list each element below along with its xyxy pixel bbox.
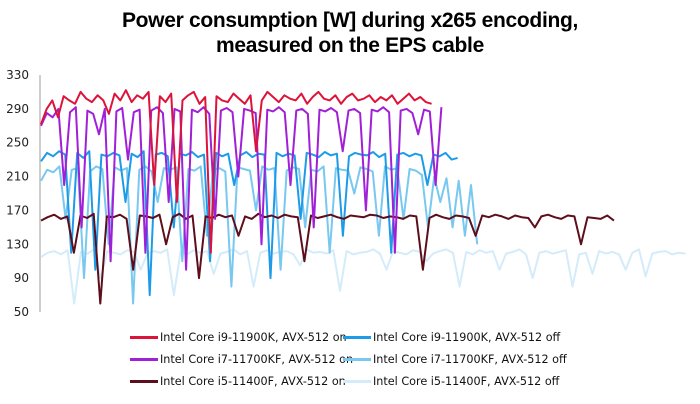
legend-item: Intel Core i5-11400F, AVX-512 off — [343, 372, 559, 390]
series-line-2 — [40, 150, 458, 297]
series-line-1 — [40, 106, 443, 271]
legend-label: Intel Core i5-11400F, AVX-512 on — [160, 374, 346, 388]
legend-swatch — [130, 335, 158, 339]
chart-title: Power consumption [W] during x265 encodi… — [0, 8, 700, 58]
y-axis-ticks: 50 90 130 170 210 250 290 330 — [6, 68, 29, 319]
series-line-5 — [40, 248, 686, 305]
chart-title-line-2: measured on the EPS cable — [216, 34, 484, 57]
legend-label: Intel Core i7-11700KF, AVX-512 on — [160, 352, 354, 366]
legend-item: Intel Core i7-11700KF, AVX-512 off — [343, 350, 567, 368]
y-tick-label: 210 — [6, 170, 29, 184]
legend-swatch — [343, 335, 371, 339]
y-tick-label: 250 — [6, 136, 29, 150]
legend-label: Intel Core i5-11400F, AVX-512 off — [373, 374, 560, 388]
legend-swatch — [130, 357, 158, 361]
y-tick-label: 330 — [6, 68, 29, 82]
y-tick-label: 130 — [6, 237, 29, 251]
legend-item: Intel Core i9-11900K, AVX-512 on — [130, 328, 347, 346]
series-line-4 — [40, 212, 615, 305]
legend-item: Intel Core i7-11700KF, AVX-512 on — [130, 350, 353, 368]
legend-item: Intel Core i9-11900K, AVX-512 off — [343, 328, 560, 346]
legend-swatch — [343, 379, 371, 383]
chart-title-line-1: Power consumption [W] during x265 encodi… — [121, 9, 579, 32]
y-tick-label: 170 — [6, 203, 29, 217]
legend-label: Intel Core i9-11900K, AVX-512 on — [160, 330, 347, 344]
legend-label: Intel Core i9-11900K, AVX-512 off — [373, 330, 561, 344]
legend-label: Intel Core i7-11700KF, AVX-512 off — [373, 352, 567, 366]
y-tick-label: 50 — [14, 305, 29, 319]
y-tick-label: 90 — [14, 271, 29, 285]
legend-item: Intel Core i5-11400F, AVX-512 on — [130, 372, 346, 390]
legend-swatch — [130, 379, 158, 383]
legend-swatch — [343, 357, 371, 361]
series-layer — [40, 89, 686, 305]
series-line-0 — [40, 89, 432, 254]
y-tick-label: 290 — [6, 102, 29, 116]
